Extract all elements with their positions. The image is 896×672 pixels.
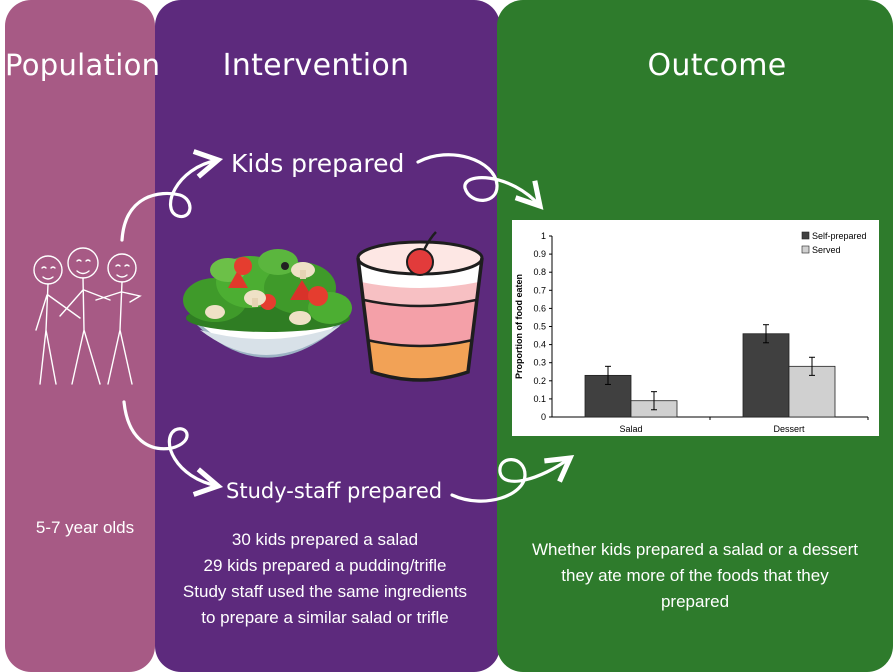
detail-line: 29 kids prepared a pudding/trifle — [203, 556, 447, 575]
intervention-details: 30 kids prepared a salad 29 kids prepare… — [155, 527, 495, 631]
population-panel — [5, 0, 155, 672]
detail-line: to prepare a similar salad or trifle — [201, 608, 449, 627]
bar-chart: 0 0.1 0.2 0.3 0.4 0.5 0.6 0.7 0.8 0.9 1 Proportion … — [512, 220, 879, 436]
kids-prepared-label: Kids prepared — [231, 149, 405, 178]
outcome-summary: Whether kids prepared a salad or a desse… — [500, 537, 890, 615]
detail-line: 30 kids prepared a salad — [231, 530, 419, 549]
population-description: 5-7 year olds — [35, 518, 135, 537]
y-tick-label: 0.4 — [533, 340, 546, 350]
y-tick-label: 0.2 — [533, 376, 546, 386]
y-tick-label: 0.8 — [533, 267, 546, 277]
x-tick-label: Dessert — [773, 424, 805, 434]
y-tick-label: 0.7 — [533, 285, 546, 295]
x-tick-label: Salad — [619, 424, 642, 434]
intervention-title: Intervention — [222, 48, 410, 83]
bar — [788, 365, 836, 418]
bar — [742, 333, 790, 418]
y-tick-label: 0.3 — [533, 358, 546, 368]
y-tick-label: 1 — [541, 231, 546, 241]
legend-swatch — [801, 245, 810, 254]
legend-label: Self-prepared — [812, 231, 867, 241]
y-tick-label: 0.1 — [533, 394, 546, 404]
chart-svg: 0 0.1 0.2 0.3 0.4 0.5 0.6 0.7 0.8 0.9 1 Proportion … — [514, 231, 869, 434]
outcome-title: Outcome — [647, 48, 787, 83]
legend-label: Served — [812, 245, 841, 255]
y-tick-label: 0.5 — [533, 322, 546, 332]
y-tick-label: 0 — [541, 412, 546, 422]
legend-swatch — [801, 231, 810, 240]
y-axis-label: Proportion of food eaten — [514, 274, 524, 379]
y-tick-label: 0.6 — [533, 303, 546, 313]
population-title: Population — [5, 48, 161, 82]
detail-line: Study staff used the same ingredients — [182, 582, 468, 601]
y-tick-label: 0.9 — [533, 249, 546, 259]
summary-line: Whether kids prepared a salad or a desse… — [531, 540, 858, 559]
summary-line: prepared — [660, 592, 730, 611]
staff-prepared-label: Study-staff prepared — [226, 479, 443, 503]
summary-line: they ate more of the foods that they — [561, 566, 829, 585]
